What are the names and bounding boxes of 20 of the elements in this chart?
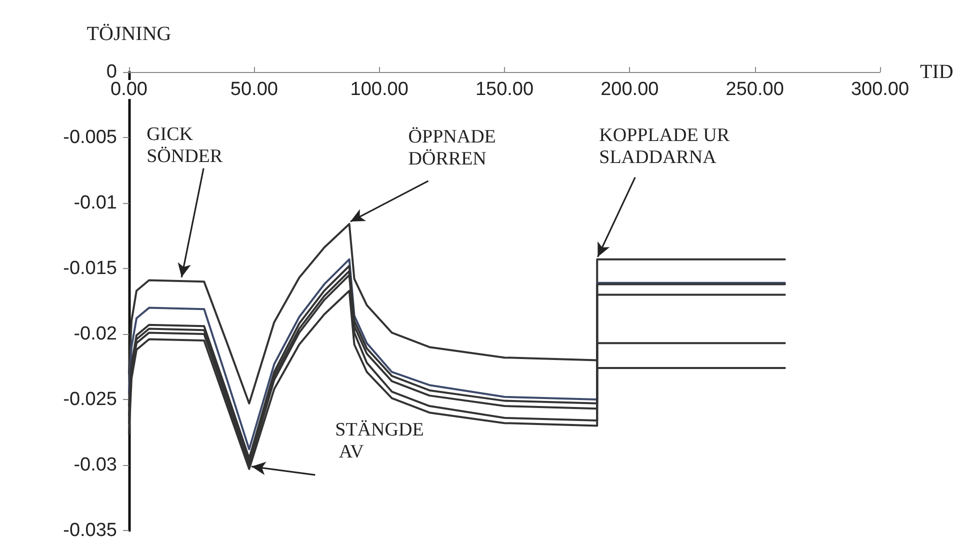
annotation: ÖPPNADE DÖRREN bbox=[408, 126, 501, 170]
annotation: STÄNGDE AV bbox=[335, 419, 424, 462]
x-tick-label: 300.00 bbox=[850, 79, 910, 100]
y-tick-label: -0.015 bbox=[63, 258, 117, 279]
y-tick-label: -0.035 bbox=[63, 520, 117, 541]
x-tick-label: 250.00 bbox=[726, 79, 784, 100]
x-tick-label: 100.00 bbox=[350, 79, 408, 100]
annotation: GICK SÖNDER bbox=[146, 124, 223, 167]
x-tick-label: 200.00 bbox=[600, 79, 659, 100]
y-tick-label: -0.025 bbox=[63, 389, 117, 410]
y-tick-label: -0.03 bbox=[74, 454, 117, 476]
x-tick-label: 0.00 bbox=[110, 79, 148, 100]
y-tick-label: -0.02 bbox=[74, 324, 117, 344]
x-tick-label: 150.00 bbox=[475, 79, 534, 100]
x-tick-label: 50.00 bbox=[230, 79, 278, 100]
x-axis-title: TID bbox=[920, 61, 954, 83]
annotation: KOPPLADE UR SLADDARNA bbox=[599, 124, 734, 168]
y-tick-label: -0.005 bbox=[63, 127, 117, 148]
y-axis-title: TÖJNING bbox=[86, 23, 172, 45]
y-tick-label: -0.01 bbox=[74, 192, 117, 214]
